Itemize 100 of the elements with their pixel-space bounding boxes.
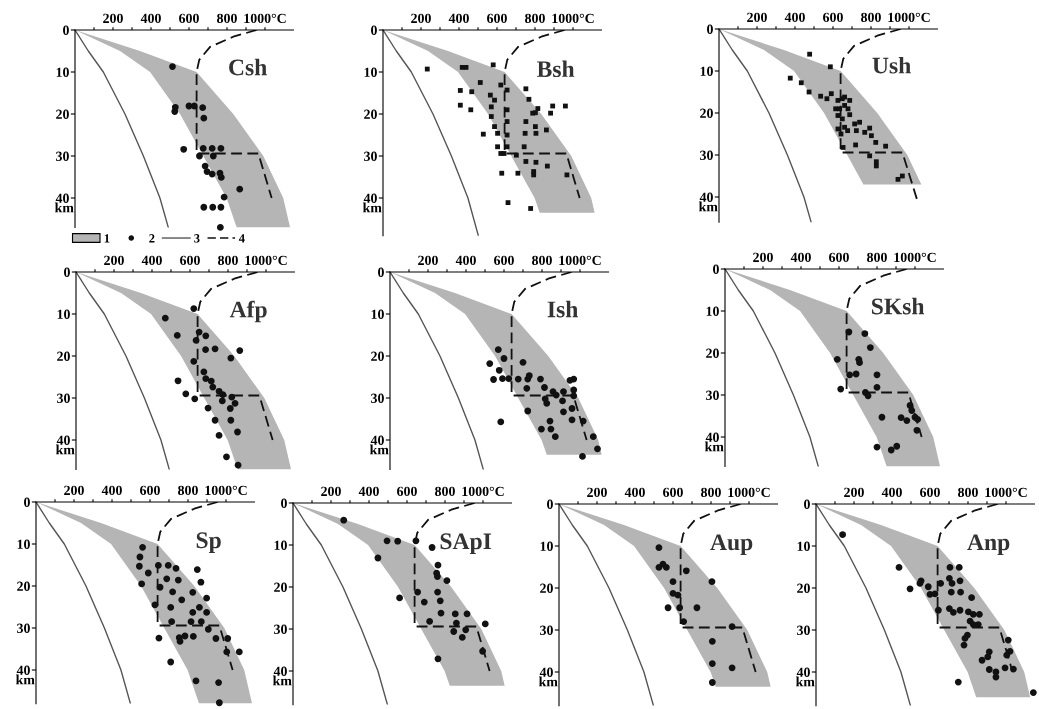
y-tick-label: 0 xyxy=(371,25,377,35)
point xyxy=(211,416,219,424)
point xyxy=(499,375,506,383)
point xyxy=(978,656,986,664)
point xyxy=(217,203,225,211)
point xyxy=(212,635,220,642)
y-tick-label: 10 xyxy=(57,309,70,319)
line-series xyxy=(679,504,757,673)
point xyxy=(443,577,451,585)
point xyxy=(453,619,460,627)
point xyxy=(223,648,231,656)
point xyxy=(693,604,701,612)
x-tick-label: 800 xyxy=(525,13,545,24)
x-tick-label: 800 xyxy=(861,12,881,23)
x-tick-label: 200 xyxy=(64,485,84,496)
y-tick-label: 40 xyxy=(56,435,70,445)
point xyxy=(209,203,217,211)
point xyxy=(548,110,553,116)
y-tick-label: 10 xyxy=(56,67,69,77)
point xyxy=(523,384,531,392)
point xyxy=(867,153,873,159)
point xyxy=(945,605,953,612)
point xyxy=(948,579,956,587)
y-tick-label: 20 xyxy=(371,351,384,361)
point xyxy=(189,588,197,596)
point xyxy=(208,145,216,152)
point xyxy=(191,395,199,403)
point xyxy=(837,106,843,112)
x-tick-label: 800 xyxy=(701,487,721,498)
y-tick-label: 20 xyxy=(364,109,377,119)
y-tick-label: 10 xyxy=(364,67,377,77)
point xyxy=(560,408,567,416)
point xyxy=(481,620,489,628)
point xyxy=(200,203,208,211)
point xyxy=(202,375,210,383)
y-tick-label: 40 xyxy=(363,193,377,203)
point xyxy=(412,537,420,545)
line-series xyxy=(195,30,273,199)
point xyxy=(450,628,458,635)
point xyxy=(227,354,235,362)
point xyxy=(866,344,874,351)
point xyxy=(193,566,201,574)
x-tick-label: 200 xyxy=(747,12,767,23)
x-tick-label: 600 xyxy=(487,13,507,24)
x-tick-label: 200 xyxy=(103,13,123,24)
point xyxy=(867,125,873,131)
point xyxy=(531,172,537,178)
point xyxy=(708,578,716,586)
point xyxy=(839,116,845,122)
point xyxy=(172,564,180,572)
point xyxy=(827,64,833,70)
point xyxy=(204,625,212,633)
text: Csh xyxy=(229,58,267,76)
line-series xyxy=(845,269,923,438)
y-tick-label: 20 xyxy=(57,351,70,361)
point xyxy=(949,608,957,616)
point xyxy=(169,588,177,596)
y-tick-label: 30 xyxy=(797,625,810,635)
point xyxy=(190,358,198,365)
point xyxy=(541,384,548,391)
point xyxy=(200,114,208,122)
point xyxy=(224,635,232,642)
point xyxy=(468,107,474,113)
point xyxy=(394,537,402,545)
point xyxy=(523,159,529,164)
y-tick-label: 40 xyxy=(16,665,30,675)
x-tick-label: 1000°C xyxy=(552,13,594,24)
point xyxy=(189,633,197,640)
point xyxy=(1010,665,1017,673)
y-tick-label: 20 xyxy=(274,582,287,592)
x-tick-label: 800 xyxy=(435,486,455,497)
point xyxy=(680,618,688,625)
point xyxy=(190,102,198,110)
point xyxy=(199,104,207,112)
point xyxy=(139,543,146,551)
point xyxy=(469,89,475,95)
point xyxy=(486,360,494,367)
y-tick-label: 30 xyxy=(274,624,287,634)
point xyxy=(842,103,847,108)
point xyxy=(708,637,716,645)
point xyxy=(396,594,403,602)
point xyxy=(924,583,932,591)
point xyxy=(662,564,670,571)
point xyxy=(522,130,528,136)
point xyxy=(568,405,576,412)
legend-label: 1 xyxy=(104,234,110,243)
y-tick-label: 40 xyxy=(370,435,384,445)
point xyxy=(708,660,716,667)
point xyxy=(203,609,211,616)
point xyxy=(182,390,190,398)
point xyxy=(956,606,964,614)
point xyxy=(173,332,181,339)
point xyxy=(492,97,497,103)
text: Ish xyxy=(547,300,579,318)
point xyxy=(171,108,179,115)
point xyxy=(414,588,422,596)
point xyxy=(495,130,500,136)
x-tick-label: 1000°C xyxy=(888,12,930,23)
point xyxy=(523,86,529,92)
point xyxy=(964,608,972,616)
